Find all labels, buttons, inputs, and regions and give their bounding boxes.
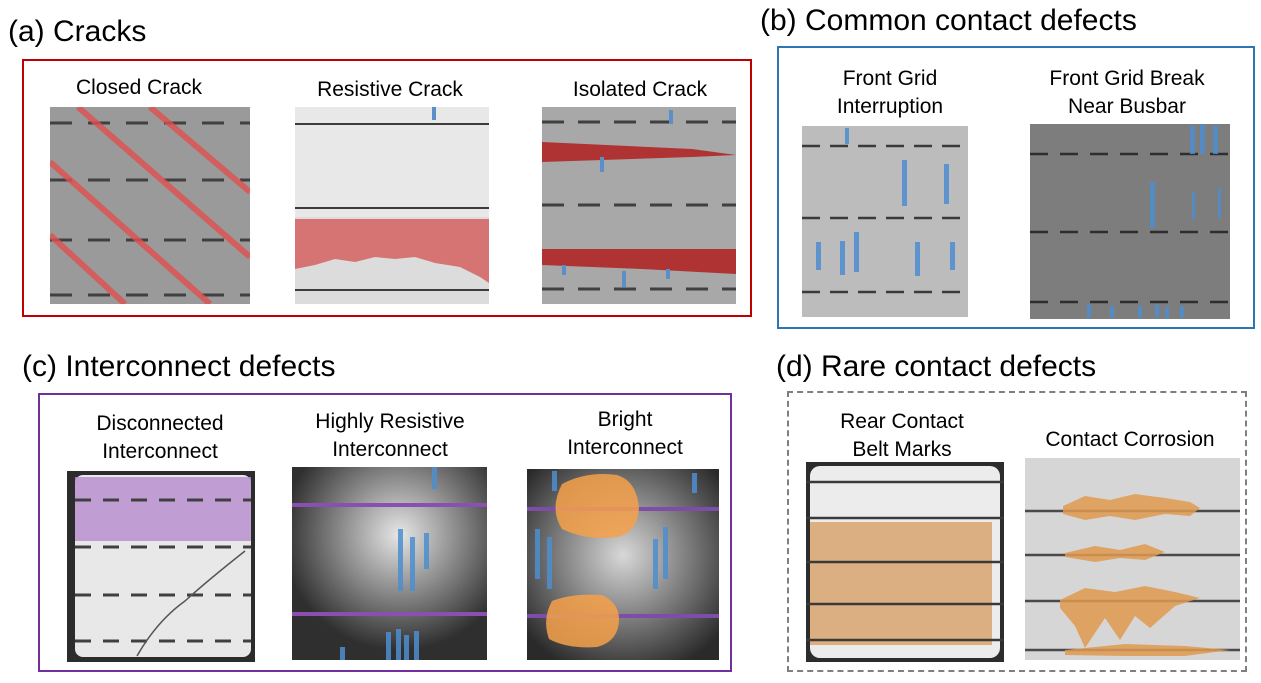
cracks-frame <box>22 59 752 317</box>
closed-crack-label: Closed Crack <box>75 76 203 99</box>
isolated-crack-label: Isolated Crack <box>572 78 708 101</box>
closed-crack-image <box>50 107 250 304</box>
interconnect-title: (c) Interconnect defects <box>22 350 336 383</box>
disconnected-interconnect-image <box>67 471 255 662</box>
rear-contact-belt-marks-label: Rear Contact Belt Marks <box>840 410 964 461</box>
bright-interconnect-image <box>527 469 719 660</box>
front-grid-break-image <box>1030 124 1230 319</box>
common-contact-frame <box>777 46 1255 329</box>
highly-resistive-interconnect-image <box>292 467 487 660</box>
highly-resistive-interconnect-label: Highly Resistive Interconnect <box>315 410 465 461</box>
common-contact-title: (b) Common contact defects <box>760 4 1137 37</box>
front-grid-interruption-image <box>802 126 968 317</box>
contact-corrosion-image <box>1025 458 1240 660</box>
rare-contact-frame <box>787 391 1247 672</box>
cracks-title: (a) Cracks <box>8 15 147 48</box>
contact-corrosion-label: Contact Corrosion <box>1045 428 1215 451</box>
front-grid-break-label: Front Grid Break Near Busbar <box>1049 67 1205 118</box>
isolated-crack-image <box>542 107 736 304</box>
bright-interconnect-label: Bright Interconnect <box>567 408 683 459</box>
rear-contact-belt-marks-image <box>806 462 1004 662</box>
disconnected-interconnect-label: Disconnected Interconnect <box>96 412 224 463</box>
rare-contact-title: (d) Rare contact defects <box>776 350 1097 383</box>
resistive-crack-label: Resistive Crack <box>317 78 463 101</box>
interconnect-frame <box>38 393 732 672</box>
front-grid-interruption-label: Front Grid Interruption <box>836 67 944 118</box>
resistive-crack-image <box>295 107 489 304</box>
